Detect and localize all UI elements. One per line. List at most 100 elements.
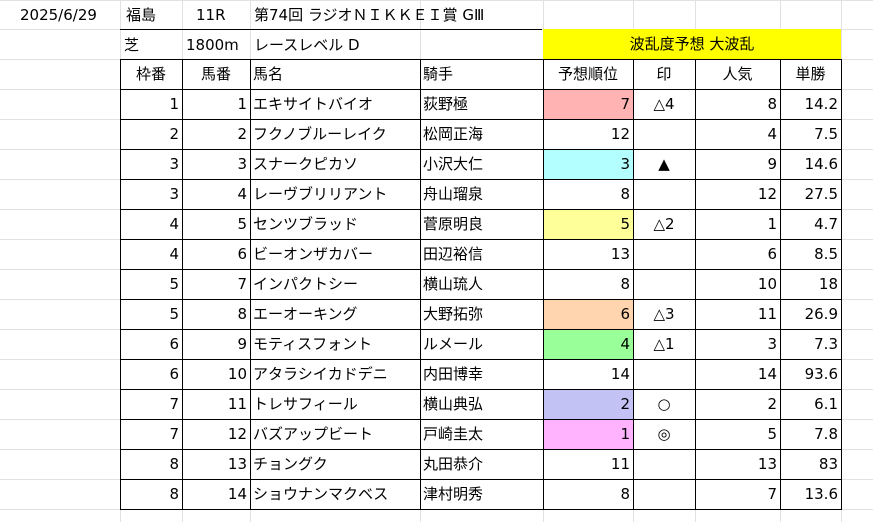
horse-name-cell[interactable]: トレサフィール <box>253 395 358 413</box>
race-level[interactable]: レースレベル D <box>254 36 360 54</box>
horse-name-cell[interactable]: センツブラッド <box>253 215 359 233</box>
horse-name-cell[interactable]: ビーオンザカバー <box>253 245 374 263</box>
mark-cell[interactable]: ▲ <box>658 155 670 173</box>
win-odds-cell[interactable]: 27.5 <box>804 185 838 203</box>
horse-name-cell[interactable]: インパクトシー <box>253 275 359 293</box>
upset-prediction-banner[interactable]: 波乱度予想 大波乱 <box>543 29 841 59</box>
mark-cell[interactable]: △2 <box>653 215 675 233</box>
predicted-rank-cell[interactable]: 5 <box>544 210 633 239</box>
horse-name-cell[interactable]: フクノブルーレイク <box>253 125 387 143</box>
umaban-cell[interactable]: 4 <box>237 185 247 203</box>
mark-cell[interactable]: △4 <box>653 95 675 113</box>
mark-cell[interactable] <box>633 479 695 509</box>
popularity-cell[interactable]: 9 <box>767 155 777 173</box>
popularity-cell[interactable]: 13 <box>757 455 777 473</box>
predicted-rank-cell[interactable]: 13 <box>610 245 630 263</box>
jockey-cell[interactable]: 田辺裕信 <box>423 245 484 263</box>
umaban-cell[interactable]: 6 <box>237 245 247 263</box>
predicted-rank-cell[interactable]: 1 <box>544 420 633 449</box>
waku-cell[interactable]: 2 <box>169 125 179 143</box>
win-odds-cell[interactable]: 7.8 <box>814 425 838 443</box>
race-date[interactable]: 2025/6/29 <box>20 6 97 24</box>
mark-cell[interactable] <box>633 119 695 149</box>
mark-cell[interactable] <box>633 239 695 269</box>
win-odds-cell[interactable]: 4.7 <box>814 215 838 233</box>
jockey-cell[interactable]: 荻野極 <box>423 95 469 113</box>
jockey-cell[interactable]: 戸崎圭太 <box>423 425 484 443</box>
waku-cell[interactable]: 6 <box>169 365 179 383</box>
popularity-cell[interactable]: 6 <box>767 245 777 263</box>
jockey-cell[interactable]: 小沢大仁 <box>423 155 484 173</box>
jockey-cell[interactable]: 丸田恭介 <box>423 455 484 473</box>
predicted-rank-cell[interactable]: 12 <box>610 125 630 143</box>
predicted-rank-cell[interactable]: 14 <box>610 365 630 383</box>
umaban-cell[interactable]: 9 <box>237 335 247 353</box>
header-jockey[interactable]: 騎手 <box>423 65 454 83</box>
predicted-rank-cell[interactable]: 8 <box>620 485 630 503</box>
predicted-rank-cell[interactable]: 7 <box>544 90 633 119</box>
popularity-cell[interactable]: 2 <box>767 395 777 413</box>
waku-cell[interactable]: 3 <box>169 185 179 203</box>
predicted-rank-cell[interactable]: 8 <box>620 275 630 293</box>
win-odds-cell[interactable]: 7.3 <box>814 335 838 353</box>
horse-name-cell[interactable]: アタラシイカドデニ <box>253 365 388 383</box>
mark-cell[interactable] <box>633 449 695 479</box>
predicted-rank-cell[interactable]: 4 <box>544 330 633 359</box>
umaban-cell[interactable]: 12 <box>227 425 247 443</box>
waku-cell[interactable]: 6 <box>169 335 179 353</box>
umaban-cell[interactable]: 2 <box>237 125 247 143</box>
header-predicted-rank[interactable]: 予想順位 <box>557 65 618 83</box>
predicted-rank-cell[interactable]: 8 <box>620 185 630 203</box>
waku-cell[interactable]: 7 <box>169 395 179 413</box>
umaban-cell[interactable]: 11 <box>227 395 247 413</box>
mark-cell[interactable] <box>633 359 695 389</box>
popularity-cell[interactable]: 7 <box>767 485 777 503</box>
waku-cell[interactable]: 8 <box>169 455 179 473</box>
header-umaban[interactable]: 馬番 <box>200 65 231 83</box>
waku-cell[interactable]: 4 <box>169 245 179 263</box>
jockey-cell[interactable]: 横山琉人 <box>423 275 484 293</box>
horse-name-cell[interactable]: バズアップビート <box>253 425 374 443</box>
umaban-cell[interactable]: 8 <box>237 305 247 323</box>
mark-cell[interactable]: ◎ <box>657 425 671 443</box>
waku-cell[interactable]: 5 <box>169 305 179 323</box>
waku-cell[interactable]: 8 <box>169 485 179 503</box>
horse-name-cell[interactable]: エーオーキング <box>253 305 358 323</box>
popularity-cell[interactable]: 8 <box>767 95 777 113</box>
header-waku[interactable]: 枠番 <box>135 65 166 83</box>
popularity-cell[interactable]: 4 <box>767 125 777 143</box>
popularity-cell[interactable]: 11 <box>757 305 777 323</box>
header-horse-name[interactable]: 馬名 <box>253 65 284 83</box>
predicted-rank-cell[interactable]: 2 <box>544 390 633 419</box>
popularity-cell[interactable]: 12 <box>757 185 777 203</box>
horse-name-cell[interactable]: モティスフォント <box>253 335 373 353</box>
umaban-cell[interactable]: 1 <box>237 95 247 113</box>
jockey-cell[interactable]: ルメール <box>423 335 484 353</box>
umaban-cell[interactable]: 13 <box>227 455 247 473</box>
win-odds-cell[interactable]: 26.9 <box>804 305 838 323</box>
waku-cell[interactable]: 3 <box>169 155 179 173</box>
mark-cell[interactable]: ○ <box>657 395 671 413</box>
win-odds-cell[interactable]: 7.5 <box>814 125 838 143</box>
umaban-cell[interactable]: 14 <box>227 485 247 503</box>
win-odds-cell[interactable]: 6.1 <box>814 395 838 413</box>
waku-cell[interactable]: 1 <box>169 95 179 113</box>
horse-name-cell[interactable]: ショウナンマクベス <box>253 485 389 503</box>
win-odds-cell[interactable]: 13.6 <box>804 485 838 503</box>
horse-name-cell[interactable]: スナークピカソ <box>253 155 359 173</box>
umaban-cell[interactable]: 3 <box>237 155 247 173</box>
race-distance[interactable]: 1800m <box>186 36 239 54</box>
race-number[interactable]: 11R <box>196 6 226 24</box>
win-odds-cell[interactable]: 14.2 <box>804 95 838 113</box>
horse-name-cell[interactable]: エキサイトバイオ <box>253 95 374 113</box>
waku-cell[interactable]: 4 <box>169 215 179 233</box>
umaban-cell[interactable]: 10 <box>227 365 247 383</box>
popularity-cell[interactable]: 10 <box>757 275 777 293</box>
race-name[interactable]: 第74回 ラジオＮＩＫＫＥＩ賞 GⅢ <box>254 6 485 24</box>
win-odds-cell[interactable]: 93.6 <box>804 365 838 383</box>
horse-name-cell[interactable]: チョングク <box>253 455 328 473</box>
mark-cell[interactable]: △3 <box>653 305 675 323</box>
win-odds-cell[interactable]: 18 <box>818 275 838 293</box>
mark-cell[interactable]: △1 <box>653 335 675 353</box>
popularity-cell[interactable]: 14 <box>757 365 777 383</box>
